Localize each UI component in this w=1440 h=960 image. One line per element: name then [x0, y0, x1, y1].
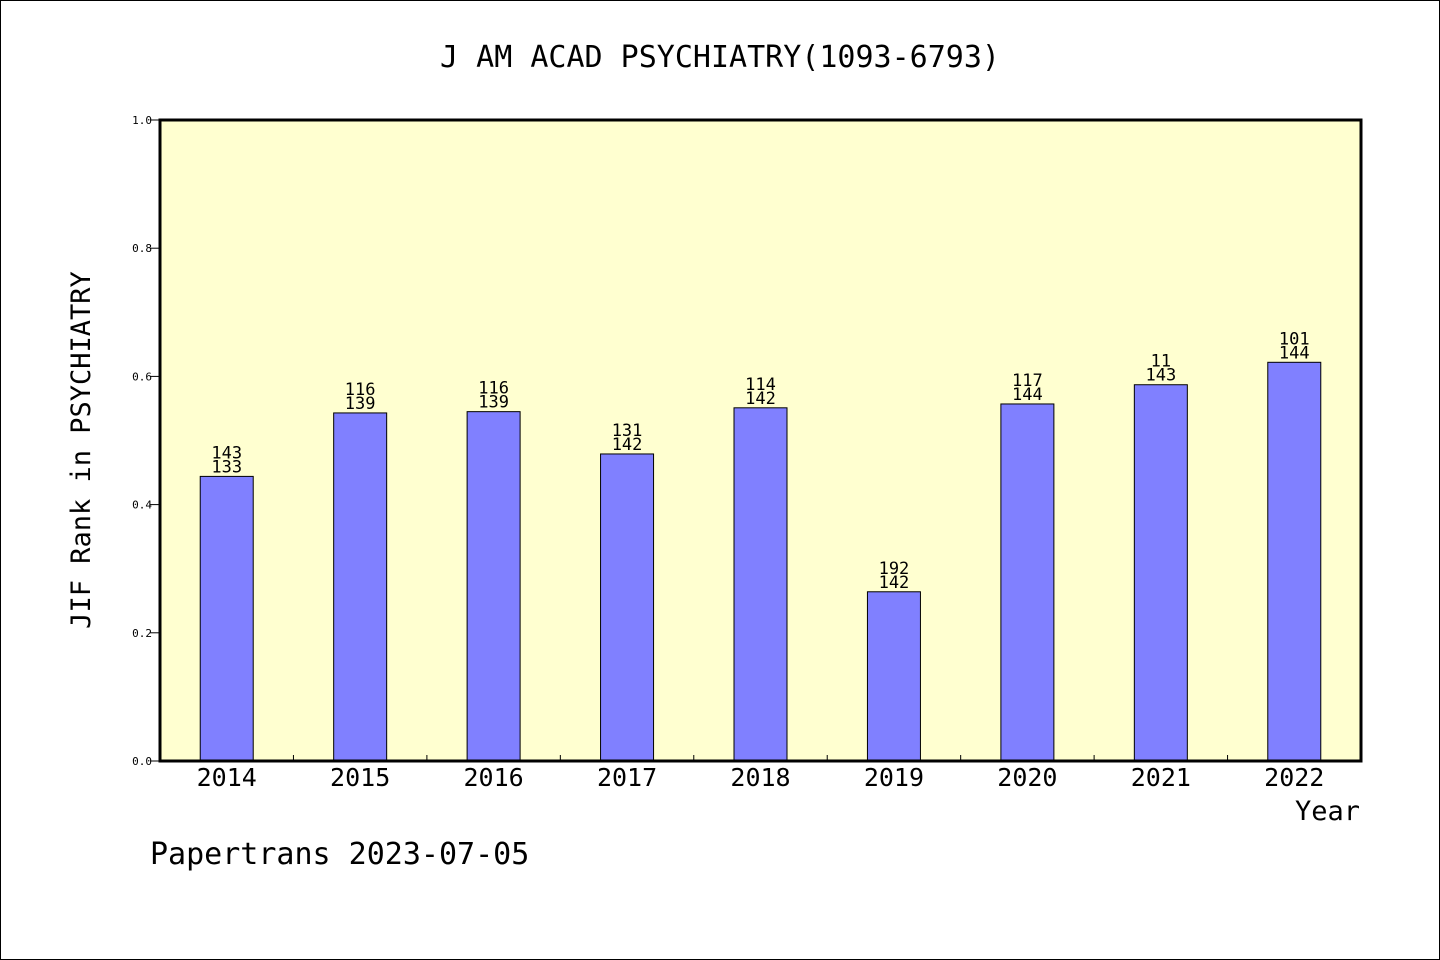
bar-2020 [1000, 403, 1055, 762]
x-tick-label-2017: 2017 [597, 763, 657, 792]
y-tick-label-1.0: 1.0 [132, 114, 152, 127]
data-label-2017-1: 131 [612, 421, 643, 441]
y-tick-label-0.0: 0.0 [132, 755, 152, 768]
bar-2015 [333, 412, 388, 762]
bars-layer [199, 361, 1322, 762]
data-label-2014-2: 133 [211, 457, 242, 477]
x-axis-label: Year [1295, 796, 1360, 827]
plot-border [158, 118, 1363, 763]
chart-title: J AM ACAD PSYCHIATRY(1093-6793) [440, 40, 1000, 75]
data-label-2018-1: 114 [745, 375, 776, 395]
data-label-2018-2: 142 [745, 389, 776, 409]
bar-2018 [733, 407, 788, 762]
x-tick-label-2020: 2020 [997, 763, 1057, 792]
data-label-2017-2: 142 [612, 435, 643, 455]
y-tick-label-0.6: 0.6 [132, 370, 152, 383]
y-tick-label-0.8: 0.8 [132, 242, 152, 255]
bar-2019 [866, 591, 921, 762]
bar-2017 [600, 453, 655, 762]
data-label-2015-2: 139 [345, 394, 376, 414]
x-tick-label-2014: 2014 [197, 763, 257, 792]
x-tick-label-2022: 2022 [1264, 763, 1324, 792]
data-label-2019-2: 142 [879, 573, 910, 593]
x-tick-label-2016: 2016 [464, 763, 524, 792]
x-axis: 2014 2015 2016 2017 2018 2019 2020 2021 2022 [197, 755, 1324, 792]
bar-2021 [1133, 384, 1188, 762]
data-label-2016-1: 116 [478, 379, 509, 399]
data-label-2022-1: 101 [1279, 329, 1310, 349]
bar-2022 [1267, 361, 1322, 762]
data-label-2014-1: 143 [211, 443, 242, 463]
data-label-2020-2: 144 [1012, 385, 1043, 405]
x-tick-label-2015: 2015 [330, 763, 390, 792]
y-axis: 0.0 0.2 0.4 0.6 0.8 1.0 [132, 114, 160, 768]
data-label-2021-1: 11 [1151, 352, 1171, 372]
data-label-2015-1: 116 [345, 380, 376, 400]
data-label-2021-2: 143 [1145, 366, 1176, 386]
footer-credit: Papertrans 2023-07-05 [150, 837, 529, 872]
y-tick-label-0.2: 0.2 [132, 627, 152, 640]
bar-2014 [199, 475, 254, 762]
y-axis-label: JIF Rank in PSYCHIATRY [66, 271, 97, 629]
data-label-2020-1: 117 [1012, 371, 1043, 391]
bar-2016 [466, 411, 521, 762]
y-tick-label-0.4: 0.4 [132, 499, 152, 512]
data-label-2022-2: 144 [1279, 343, 1310, 363]
data-label-2016-2: 139 [478, 393, 509, 413]
data-labels-layer: 1431331161391161391311421141421921421171… [211, 329, 1309, 592]
x-tick-label-2021: 2021 [1131, 763, 1191, 792]
x-tick-label-2018: 2018 [730, 763, 790, 792]
data-label-2019-1: 192 [879, 559, 910, 579]
x-tick-label-2019: 2019 [864, 763, 924, 792]
